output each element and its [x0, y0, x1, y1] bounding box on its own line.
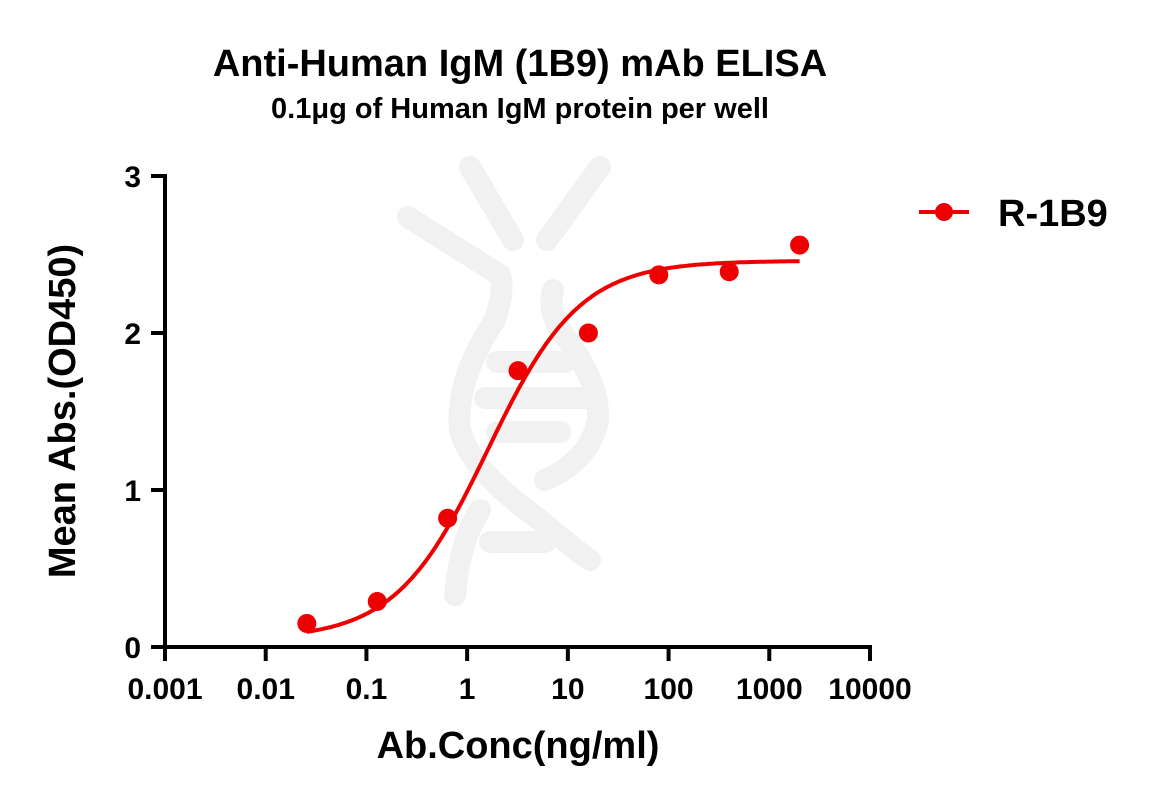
- chart-title: Anti-Human IgM (1B9) mAb ELISA: [213, 43, 827, 85]
- y-tick-label: 3: [124, 161, 141, 194]
- x-tick-label: 0.01: [237, 673, 295, 706]
- legend: R-1B9: [919, 193, 1108, 235]
- data-point: [790, 235, 810, 255]
- fit-curve: [306, 259, 800, 634]
- x-tick-label: 10000: [828, 673, 911, 706]
- data-point: [578, 323, 598, 343]
- x-tick-label: 0.1: [346, 673, 388, 706]
- y-tick-label: 0: [124, 632, 141, 665]
- data-point: [297, 613, 317, 633]
- y-ticks: 0 1 2 3: [124, 161, 167, 665]
- x-tick-label: 100: [644, 673, 694, 706]
- data-point: [719, 262, 739, 282]
- data-point: [649, 265, 669, 285]
- x-axis-label: Ab.Conc(ng/ml): [377, 725, 660, 767]
- x-tick-label: 1000: [736, 673, 803, 706]
- data-point: [367, 591, 387, 611]
- chart-subtitle: 0.1μg of Human IgM protein per well: [271, 93, 769, 125]
- data-point: [438, 508, 458, 528]
- y-tick-label: 1: [124, 475, 141, 508]
- x-tick-label: 10: [551, 673, 584, 706]
- legend-marker-icon: [935, 203, 953, 221]
- data-point: [508, 361, 528, 381]
- dna-watermark-icon: [397, 156, 611, 606]
- y-axis-label: Mean Abs.(OD450): [42, 244, 84, 578]
- x-tick-label: 1: [459, 673, 476, 706]
- legend-label: R-1B9: [998, 193, 1108, 235]
- x-tick-label: 0.001: [127, 673, 202, 706]
- y-tick-label: 2: [124, 318, 141, 351]
- x-ticks: 0.001 0.01 0.1 1 10 100 1000 10000: [127, 645, 912, 706]
- data-points: [297, 235, 810, 633]
